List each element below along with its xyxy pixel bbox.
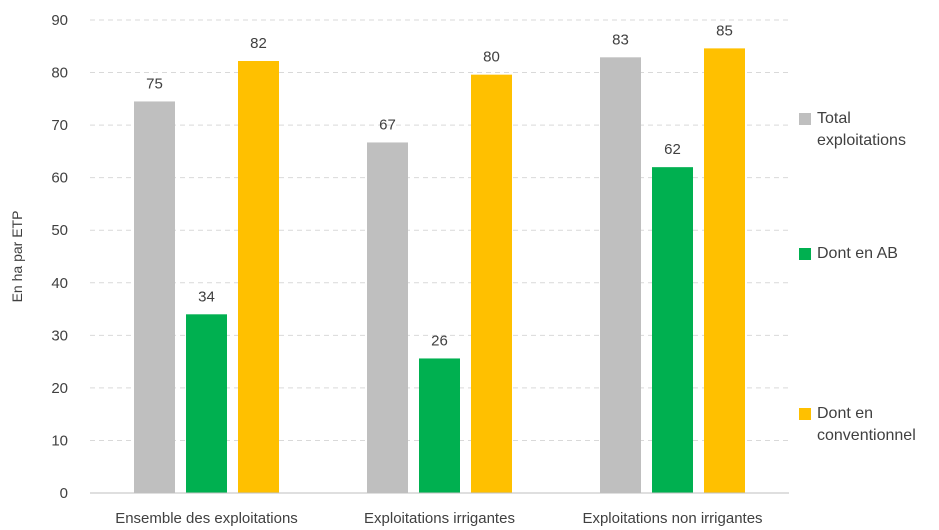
data-label: 75 [146,75,163,92]
y-tick-label: 0 [60,485,68,502]
x-tick-label: Exploitations non irrigantes [582,510,762,527]
bar-3-3 [704,48,745,493]
data-label: 67 [379,116,396,133]
legend: Total exploitations Dont en AB Dont en c… [799,0,939,530]
y-tick-label: 30 [51,327,68,344]
bar-3-2 [471,74,512,493]
bar-1-3 [600,57,641,493]
legend-swatch-ab [799,248,811,260]
bar-2-1 [186,314,227,493]
legend-swatch-total [799,113,811,125]
data-label: 85 [716,22,733,39]
bar-1-2 [367,142,408,493]
y-tick-label: 90 [51,12,68,29]
x-tick-label: Exploitations irrigantes [364,510,515,527]
data-labels: 75 34 82 67 26 80 83 62 85 [146,22,733,349]
legend-label-total: Total exploitations [817,110,906,149]
data-label: 34 [198,288,215,305]
legend-label-conventionnel: Dont en conventionnel [817,405,916,444]
x-axis-ticks: Ensemble des exploitations Exploitations … [115,510,762,527]
bar-2-3 [652,167,693,493]
x-tick-label: Ensemble des exploitations [115,510,298,527]
y-tick-label: 40 [51,275,68,292]
data-label: 26 [431,332,448,349]
legend-swatch-conventionnel [799,408,811,420]
legend-item-conventionnel: Dont en conventionnel [799,403,939,447]
y-tick-label: 50 [51,222,68,239]
bar-3-1 [238,60,279,493]
data-label: 80 [483,49,500,66]
legend-label-ab: Dont en AB [817,245,898,262]
bars [134,48,745,493]
y-tick-label: 80 [51,65,68,82]
data-label: 83 [612,31,629,48]
y-tick-label: 60 [51,170,68,187]
y-tick-label: 70 [51,117,68,134]
legend-item-total: Total exploitations [799,108,939,152]
y-axis-ticks: 0 10 20 30 40 50 60 70 80 90 [51,12,68,502]
data-label: 82 [250,35,267,52]
legend-item-ab: Dont en AB [799,243,939,265]
data-label: 62 [664,141,681,158]
y-tick-label: 20 [51,380,68,397]
bar-2-2 [419,358,460,493]
y-axis-title: En ha par ETP [9,211,25,303]
bar-1-1 [134,101,175,493]
y-tick-label: 10 [51,432,68,449]
